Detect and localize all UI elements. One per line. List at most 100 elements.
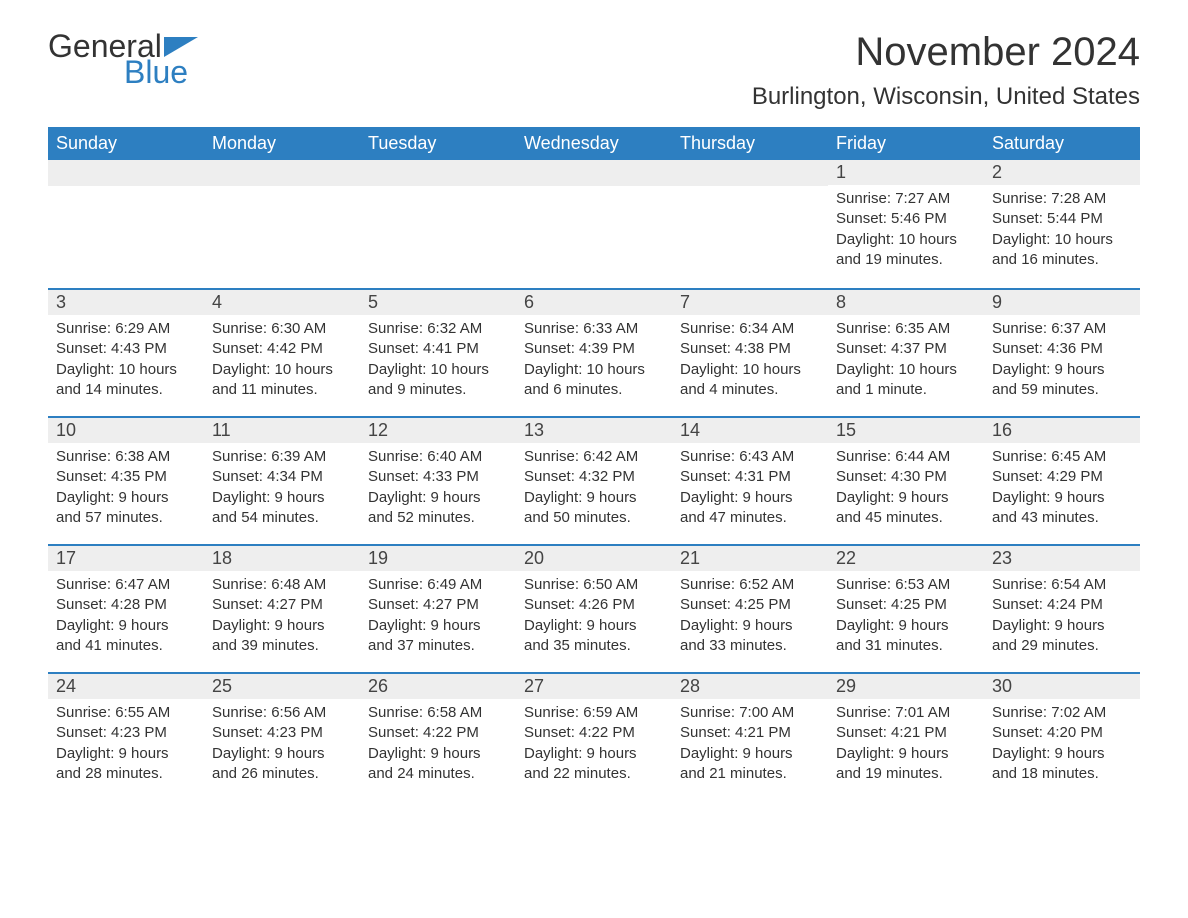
date-number: 23 <box>984 546 1140 571</box>
week-row: 1Sunrise: 7:27 AMSunset: 5:46 PMDaylight… <box>48 160 1140 288</box>
daylight-text: Daylight: 10 hours and 9 minutes. <box>368 360 508 401</box>
day-cell: 18Sunrise: 6:48 AMSunset: 4:27 PMDayligh… <box>204 544 360 672</box>
day-cell <box>360 160 516 288</box>
daylight-text: Daylight: 9 hours and 19 minutes. <box>836 744 976 785</box>
sunrise-text: Sunrise: 6:56 AM <box>212 703 352 723</box>
date-number: 22 <box>828 546 984 571</box>
day-cell <box>48 160 204 288</box>
daylight-text: Daylight: 9 hours and 29 minutes. <box>992 616 1132 657</box>
day-content: Sunrise: 6:53 AMSunset: 4:25 PMDaylight:… <box>828 571 984 664</box>
sunset-text: Sunset: 4:28 PM <box>56 595 196 615</box>
day-cell: 30Sunrise: 7:02 AMSunset: 4:20 PMDayligh… <box>984 672 1140 800</box>
date-number: 7 <box>672 290 828 315</box>
sunset-text: Sunset: 4:23 PM <box>212 723 352 743</box>
sunset-text: Sunset: 4:35 PM <box>56 467 196 487</box>
sunset-text: Sunset: 4:27 PM <box>212 595 352 615</box>
date-row: 29 <box>828 672 984 699</box>
daylight-text: Daylight: 9 hours and 54 minutes. <box>212 488 352 529</box>
date-row: 15 <box>828 416 984 443</box>
weekday-header: Friday <box>828 127 984 160</box>
day-cell <box>672 160 828 288</box>
date-number: 3 <box>48 290 204 315</box>
day-cell: 12Sunrise: 6:40 AMSunset: 4:33 PMDayligh… <box>360 416 516 544</box>
sunrise-text: Sunrise: 6:33 AM <box>524 319 664 339</box>
day-cell: 11Sunrise: 6:39 AMSunset: 4:34 PMDayligh… <box>204 416 360 544</box>
date-number: 17 <box>48 546 204 571</box>
date-row: 12 <box>360 416 516 443</box>
weekday-header: Monday <box>204 127 360 160</box>
date-number: 16 <box>984 418 1140 443</box>
date-row: 25 <box>204 672 360 699</box>
daylight-text: Daylight: 9 hours and 28 minutes. <box>56 744 196 785</box>
date-number: 25 <box>204 674 360 699</box>
day-content: Sunrise: 6:44 AMSunset: 4:30 PMDaylight:… <box>828 443 984 536</box>
day-content: Sunrise: 6:33 AMSunset: 4:39 PMDaylight:… <box>516 315 672 408</box>
day-cell: 21Sunrise: 6:52 AMSunset: 4:25 PMDayligh… <box>672 544 828 672</box>
day-cell: 8Sunrise: 6:35 AMSunset: 4:37 PMDaylight… <box>828 288 984 416</box>
day-cell: 26Sunrise: 6:58 AMSunset: 4:22 PMDayligh… <box>360 672 516 800</box>
daylight-text: Daylight: 9 hours and 41 minutes. <box>56 616 196 657</box>
day-content: Sunrise: 7:02 AMSunset: 4:20 PMDaylight:… <box>984 699 1140 792</box>
sunset-text: Sunset: 4:43 PM <box>56 339 196 359</box>
day-cell: 16Sunrise: 6:45 AMSunset: 4:29 PMDayligh… <box>984 416 1140 544</box>
sunset-text: Sunset: 4:39 PM <box>524 339 664 359</box>
day-content: Sunrise: 6:29 AMSunset: 4:43 PMDaylight:… <box>48 315 204 408</box>
day-content: Sunrise: 6:55 AMSunset: 4:23 PMDaylight:… <box>48 699 204 792</box>
date-row: 6 <box>516 288 672 315</box>
sunset-text: Sunset: 4:26 PM <box>524 595 664 615</box>
sunrise-text: Sunrise: 7:02 AM <box>992 703 1132 723</box>
day-cell: 14Sunrise: 6:43 AMSunset: 4:31 PMDayligh… <box>672 416 828 544</box>
date-number: 19 <box>360 546 516 571</box>
day-cell: 28Sunrise: 7:00 AMSunset: 4:21 PMDayligh… <box>672 672 828 800</box>
sunrise-text: Sunrise: 6:35 AM <box>836 319 976 339</box>
day-cell: 3Sunrise: 6:29 AMSunset: 4:43 PMDaylight… <box>48 288 204 416</box>
sunset-text: Sunset: 4:29 PM <box>992 467 1132 487</box>
date-row: 16 <box>984 416 1140 443</box>
date-number: 27 <box>516 674 672 699</box>
date-number: 18 <box>204 546 360 571</box>
day-content: Sunrise: 6:49 AMSunset: 4:27 PMDaylight:… <box>360 571 516 664</box>
calendar: SundayMondayTuesdayWednesdayThursdayFrid… <box>48 127 1140 800</box>
date-number: 12 <box>360 418 516 443</box>
day-content: Sunrise: 6:37 AMSunset: 4:36 PMDaylight:… <box>984 315 1140 408</box>
sunset-text: Sunset: 4:22 PM <box>368 723 508 743</box>
weekday-header-row: SundayMondayTuesdayWednesdayThursdayFrid… <box>48 127 1140 160</box>
daylight-text: Daylight: 9 hours and 26 minutes. <box>212 744 352 785</box>
daylight-text: Daylight: 10 hours and 11 minutes. <box>212 360 352 401</box>
sunrise-text: Sunrise: 6:30 AM <box>212 319 352 339</box>
weekday-header: Tuesday <box>360 127 516 160</box>
date-row: 17 <box>48 544 204 571</box>
day-cell: 4Sunrise: 6:30 AMSunset: 4:42 PMDaylight… <box>204 288 360 416</box>
date-number: 29 <box>828 674 984 699</box>
sunrise-text: Sunrise: 6:40 AM <box>368 447 508 467</box>
week-row: 24Sunrise: 6:55 AMSunset: 4:23 PMDayligh… <box>48 672 1140 800</box>
weekday-header: Saturday <box>984 127 1140 160</box>
location-text: Burlington, Wisconsin, United States <box>752 83 1140 111</box>
sunset-text: Sunset: 4:21 PM <box>836 723 976 743</box>
date-number: 13 <box>516 418 672 443</box>
sunrise-text: Sunrise: 7:27 AM <box>836 189 976 209</box>
sunset-text: Sunset: 4:23 PM <box>56 723 196 743</box>
date-row: 28 <box>672 672 828 699</box>
week-row: 17Sunrise: 6:47 AMSunset: 4:28 PMDayligh… <box>48 544 1140 672</box>
daylight-text: Daylight: 9 hours and 57 minutes. <box>56 488 196 529</box>
daylight-text: Daylight: 10 hours and 19 minutes. <box>836 230 976 271</box>
sunrise-text: Sunrise: 6:38 AM <box>56 447 196 467</box>
day-cell: 13Sunrise: 6:42 AMSunset: 4:32 PMDayligh… <box>516 416 672 544</box>
daylight-text: Daylight: 9 hours and 33 minutes. <box>680 616 820 657</box>
date-row: 20 <box>516 544 672 571</box>
day-content: Sunrise: 6:30 AMSunset: 4:42 PMDaylight:… <box>204 315 360 408</box>
day-content: Sunrise: 6:43 AMSunset: 4:31 PMDaylight:… <box>672 443 828 536</box>
date-row: 3 <box>48 288 204 315</box>
date-row: 21 <box>672 544 828 571</box>
day-content: Sunrise: 6:59 AMSunset: 4:22 PMDaylight:… <box>516 699 672 792</box>
date-row: 22 <box>828 544 984 571</box>
sunset-text: Sunset: 4:24 PM <box>992 595 1132 615</box>
date-row: 27 <box>516 672 672 699</box>
sunrise-text: Sunrise: 6:43 AM <box>680 447 820 467</box>
daylight-text: Daylight: 9 hours and 35 minutes. <box>524 616 664 657</box>
sunrise-text: Sunrise: 6:54 AM <box>992 575 1132 595</box>
sunset-text: Sunset: 5:44 PM <box>992 209 1132 229</box>
sunset-text: Sunset: 4:38 PM <box>680 339 820 359</box>
day-content: Sunrise: 6:42 AMSunset: 4:32 PMDaylight:… <box>516 443 672 536</box>
